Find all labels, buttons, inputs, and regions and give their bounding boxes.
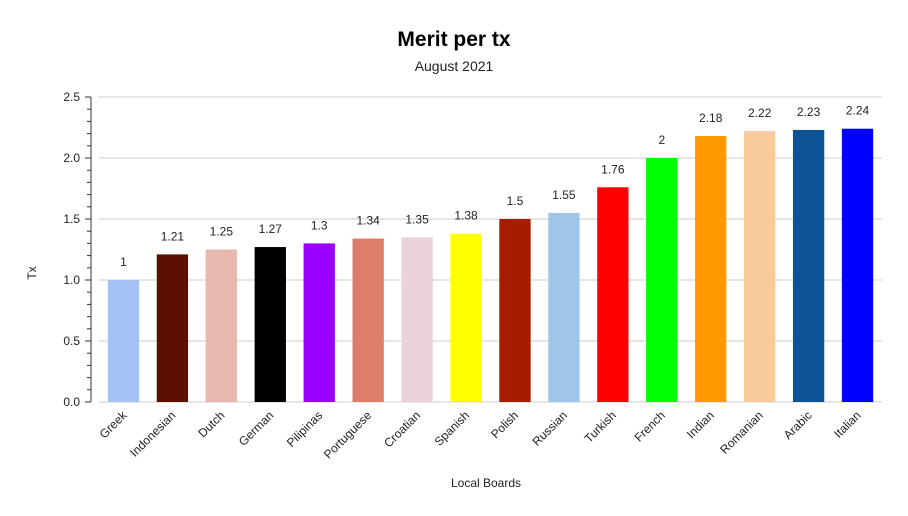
bar-italian [841, 128, 874, 402]
x-tick-label: Spanish [432, 408, 473, 449]
data-label-indian: 2.18 [699, 111, 723, 125]
data-label-arabic: 2.23 [797, 105, 821, 119]
x-tick-label: Turkish [582, 408, 619, 445]
chart-subtitle: August 2021 [415, 58, 494, 74]
x-tick-label: Croatian [381, 408, 423, 450]
x-tick-label: Polish [488, 408, 521, 441]
x-tick-label: Indian [684, 408, 717, 441]
x-tick-label: Dutch [195, 408, 227, 440]
data-label-indonesian: 1.21 [161, 229, 185, 243]
x-tick-label: Portuguese [321, 408, 375, 462]
bar-russian [548, 212, 580, 402]
bar-pilipinas [303, 243, 335, 402]
data-label-croatian: 1.35 [405, 212, 429, 226]
y-axis: 0.0 0.5 1.0 1.5 2.0 2.5 [63, 90, 92, 409]
bar-arabic [792, 129, 825, 402]
bar-spanish [450, 233, 482, 402]
data-label-greek: 1 [120, 255, 127, 269]
x-tick-label: French [632, 408, 668, 444]
bar-french [646, 158, 678, 402]
bar-indonesian [156, 254, 189, 402]
y-tick-label: 0.5 [63, 334, 80, 348]
data-label-portuguese: 1.34 [356, 214, 380, 228]
data-label-romanian: 2.22 [748, 106, 772, 120]
bar-turkish [597, 187, 629, 402]
bar-croatian [401, 237, 433, 402]
y-tick-label: 2.5 [63, 90, 80, 104]
data-label-russian: 1.55 [552, 188, 576, 202]
bar-polish [499, 219, 531, 402]
x-tick-label: German [236, 408, 277, 449]
data-label-italian: 2.24 [846, 104, 870, 118]
bar-indian [695, 136, 727, 403]
bar-german [254, 247, 286, 402]
data-label-german: 1.27 [259, 222, 283, 236]
bar-portuguese [352, 238, 384, 402]
x-tick-label: Greek [97, 408, 131, 442]
data-labels: 1 1.21 1.25 1.27 1.3 1.34 1.35 1.38 1.5 1.55 1.76 2… [120, 104, 869, 269]
data-label-french: 2 [658, 133, 665, 147]
y-tick-label: 1.5 [63, 212, 80, 226]
data-label-spanish: 1.38 [454, 209, 478, 223]
data-label-dutch: 1.25 [210, 225, 234, 239]
bar-greek [107, 280, 140, 402]
chart-title: Merit per tx [397, 28, 511, 51]
x-axis-title: Local Boards [451, 476, 521, 490]
y-tick-label: 0.0 [63, 395, 80, 409]
bar-romanian [743, 131, 776, 402]
y-axis-title: Tx [25, 266, 39, 279]
x-tick-label: Indonesian [127, 408, 178, 459]
bars [107, 128, 874, 403]
x-tick-label: Arabic [781, 408, 815, 442]
x-tick-label: Russian [529, 408, 570, 449]
data-label-polish: 1.5 [507, 194, 524, 208]
data-label-pilipinas: 1.3 [311, 218, 328, 232]
x-tick-label: Pilipinas [284, 408, 326, 450]
bar-dutch [205, 249, 238, 402]
x-tick-label: Romanian [717, 408, 766, 457]
y-tick-label: 1.0 [63, 273, 80, 287]
x-tick-label: Italian [831, 408, 864, 441]
y-tick-label: 2.0 [63, 151, 80, 165]
data-label-turkish: 1.76 [601, 162, 625, 176]
